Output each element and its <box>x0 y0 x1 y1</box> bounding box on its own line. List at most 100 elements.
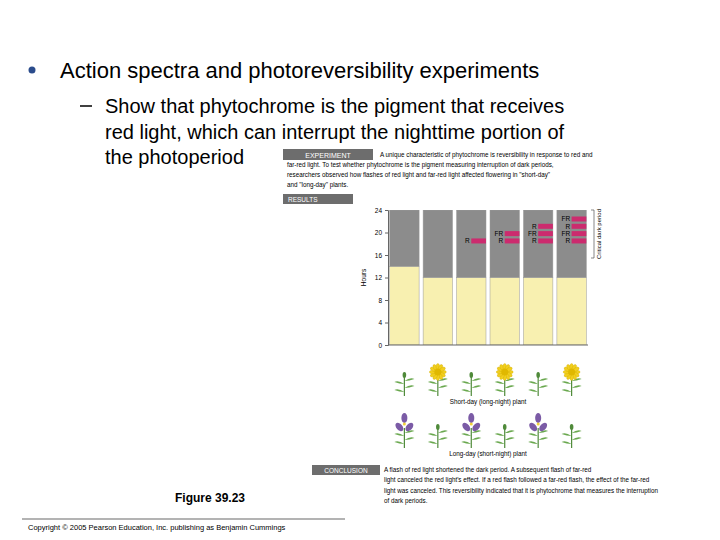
bar-segment <box>490 278 519 346</box>
leaf <box>404 437 414 440</box>
slide-subtitle: the photoperiod <box>105 146 244 168</box>
y-tick-mark <box>385 300 388 301</box>
plant <box>428 424 448 448</box>
conclusion-label-box <box>312 465 380 475</box>
bar-segment <box>557 210 586 278</box>
leaf <box>538 378 548 381</box>
light-flash <box>538 231 553 236</box>
plant <box>528 413 549 448</box>
flash-label: FR <box>495 230 504 237</box>
leaf <box>495 441 505 444</box>
flower-center <box>501 369 508 376</box>
leaf <box>562 389 572 392</box>
flower-center <box>568 369 575 376</box>
leaf <box>505 385 515 388</box>
bar-segment <box>390 266 419 345</box>
light-flash <box>572 217 587 222</box>
slide-subtitle: red light, which can interrupt the night… <box>105 121 565 143</box>
y-tick-label: 4 <box>378 319 382 326</box>
bar-segment <box>523 278 552 346</box>
leaf <box>505 430 515 433</box>
stem <box>404 428 405 448</box>
petal <box>528 421 539 433</box>
stem <box>404 376 405 396</box>
flash-label: R <box>465 237 470 244</box>
y-tick-mark <box>385 345 388 346</box>
leaf <box>562 433 572 436</box>
plant <box>461 372 481 396</box>
flash-label: FR <box>561 215 570 222</box>
plant <box>428 364 448 397</box>
critical-dark-period-label: Critical dark period <box>596 209 602 259</box>
plant <box>461 413 482 448</box>
y-tick-label: 24 <box>375 207 383 214</box>
bud <box>403 372 407 378</box>
stem <box>437 428 438 448</box>
leaf <box>394 381 404 384</box>
conclusion-text: of dark periods. <box>384 497 428 505</box>
bar-segment <box>390 210 419 266</box>
stem <box>571 428 572 448</box>
leaf <box>528 433 538 436</box>
slide-subtitle: Show that phytochrome is the pigment tha… <box>105 95 564 117</box>
leaf <box>428 433 438 436</box>
leaf <box>461 441 471 444</box>
stem <box>538 376 539 396</box>
leaf <box>495 389 505 392</box>
light-flash <box>572 238 587 243</box>
sub-bullet <box>80 105 92 107</box>
experiment-text: A unique characteristic of phytochrome i… <box>380 151 593 159</box>
leaf <box>471 378 481 381</box>
y-tick-mark <box>385 323 388 324</box>
y-axis-title: Hours <box>360 268 367 286</box>
results-label-box <box>283 194 353 204</box>
leaf <box>394 433 404 436</box>
light-flash <box>471 238 486 243</box>
leaf <box>428 441 438 444</box>
flash-label: FR <box>528 230 537 237</box>
copyright: Copyright © 2005 Pearson Education, Inc.… <box>28 523 286 532</box>
leaf <box>528 381 538 384</box>
light-flash <box>572 224 587 229</box>
y-tick-mark <box>385 210 388 211</box>
y-tick: 12 <box>375 274 388 281</box>
leaf <box>528 389 538 392</box>
flash-label: FR <box>561 230 570 237</box>
y-tick: 4 <box>378 319 388 326</box>
flash-label: R <box>532 237 537 244</box>
slide-title: Action spectra and photoreversibility ex… <box>60 58 539 83</box>
plant <box>394 372 414 396</box>
leaf <box>438 385 448 388</box>
leaf <box>495 381 505 384</box>
leaf <box>505 437 515 440</box>
bud <box>536 372 540 378</box>
plant <box>562 424 582 448</box>
bud <box>503 424 507 430</box>
stem <box>471 428 472 448</box>
y-tick: 0 <box>378 342 388 349</box>
flash-label: R <box>565 237 570 244</box>
flower-center <box>537 423 540 426</box>
stem <box>538 428 539 448</box>
y-tick-label: 20 <box>375 229 383 236</box>
plot-marks <box>390 210 587 345</box>
flash-label: R <box>565 223 570 230</box>
footer-rule <box>22 519 345 520</box>
experiment-text: far-red light. To test whether phytochro… <box>287 161 554 169</box>
leaf <box>438 430 448 433</box>
plant <box>495 424 515 448</box>
y-axis: 04812162024 <box>375 207 389 349</box>
flash-label: R <box>499 237 504 244</box>
y-tick-label: 0 <box>378 342 382 349</box>
y-tick-label: 12 <box>375 274 383 281</box>
y-tick: 8 <box>378 297 388 304</box>
y-tick-label: 8 <box>378 297 382 304</box>
leaf <box>471 385 481 388</box>
light-flash <box>572 231 587 236</box>
flower-center <box>403 423 406 426</box>
conclusion-text: light was canceled. This reversibility i… <box>384 487 658 495</box>
plant <box>562 364 582 397</box>
petal <box>394 421 405 433</box>
flash-label: R <box>532 223 537 230</box>
figure-label: Figure 39.23 <box>175 491 245 505</box>
